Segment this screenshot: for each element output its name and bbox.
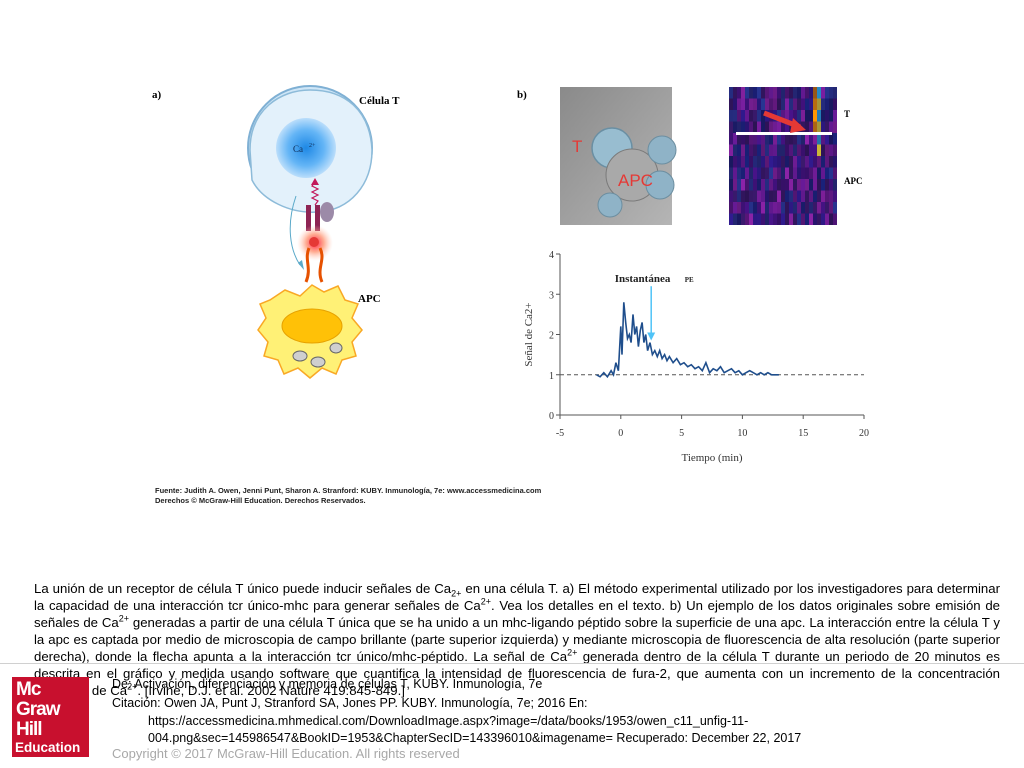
caption-text-5: generada dentro de la célula T durante u… [34,649,1000,698]
caption-text-4: generadas a partir de una célula T única… [34,615,1000,664]
citation-url-2[interactable]: 004.png&sec=145986547&BookID=1953&Chapte… [148,731,802,745]
x-axis-label: Tiempo (min) [681,452,742,464]
y-tick-label: 1 [549,371,554,382]
panel-a-label: a) [152,89,162,101]
calcium-series-line [596,302,779,379]
x-tick-label: 5 [679,428,684,439]
nucleus [276,118,336,178]
source-line-1: Fuente: Judith A. Owen, Jenni Punt, Shar… [155,486,542,495]
citation: Citación: Owen JA, Punt J, Stranford SA,… [112,696,588,710]
kymo-t-label: T [844,109,850,119]
micro-apc-label: APC [618,171,653,190]
mcgraw-hill-logo: Mc Graw Hill Education [12,677,89,757]
x-tick-label: 20 [859,428,869,439]
logo-line-4: Education [15,740,81,755]
snapshot-label: Instantánea [615,273,671,285]
figure: a) Ca 2+ Célula T APC b) [152,85,869,464]
snapshot-sub-label: PE [685,276,694,284]
caption-sup-3: 2+ [118,613,129,624]
fluorescence-image: T APC [729,87,863,225]
source-note: Fuente: Judith A. Owen, Jenni Punt, Shar… [155,486,541,506]
source-line-2: Derechos © McGraw-Hill Education. Derech… [155,496,366,505]
y-tick-label: 4 [549,250,554,261]
logo-line-1: Mc [16,679,41,700]
snapshot-arrowhead [647,332,656,341]
panel-b-label: b) [517,89,527,101]
caption-text-6: . [Irvine, D.J. et al. 2002 Nature 419:8… [137,683,405,698]
caption-sup-4: 2+ [567,647,578,658]
ca-label: Ca [293,144,303,154]
ca-sup: 2+ [309,143,316,149]
source-title: De: Activación, diferenciación y memoria… [112,677,543,691]
x-tick-label: -5 [556,428,564,439]
t-cell-label: Célula T [359,95,400,107]
logo-line-2: Graw [16,699,61,720]
caption-text-1: La unión de un receptor de célula T únic… [34,581,452,596]
t-cell-diagram: Ca 2+ Célula T [247,85,400,283]
logo-line-3: Hill [16,719,43,740]
apc-diagram: APC [257,284,381,379]
micro-t-label: T [572,137,582,156]
caption-sup-2: 2+ [480,596,491,607]
x-tick-label: 10 [737,428,747,439]
caption-sup-5: 2+ [127,681,138,692]
y-axis-label: Señal de Ca2+ [523,302,535,366]
x-tick-label: 0 [618,428,623,439]
figure-caption: La unión de un receptor de célula T únic… [34,580,1000,699]
caption-sub-1: 2+ [451,588,462,599]
copyright-notice: Copyright © 2017 McGraw-Hill Education. … [112,746,460,761]
caption-text-3: . Vea los detalles en el texto. b) Un ej… [34,598,1000,630]
kymo-apc-label: APC [844,176,863,186]
footer-divider [0,663,1024,664]
y-tick-label: 3 [549,290,554,301]
x-tick-label: 15 [798,428,808,439]
y-tick-label: 0 [549,411,554,422]
brightfield-micrograph: T APC [560,87,677,225]
caption-text-2: en una célula T. a) El método experiment… [34,581,1000,613]
apc-label: APC [358,293,381,305]
y-tick-label: 2 [549,331,554,342]
citation-url-1[interactable]: https://accessmedicina.mhmedical.com/Dow… [148,714,749,728]
